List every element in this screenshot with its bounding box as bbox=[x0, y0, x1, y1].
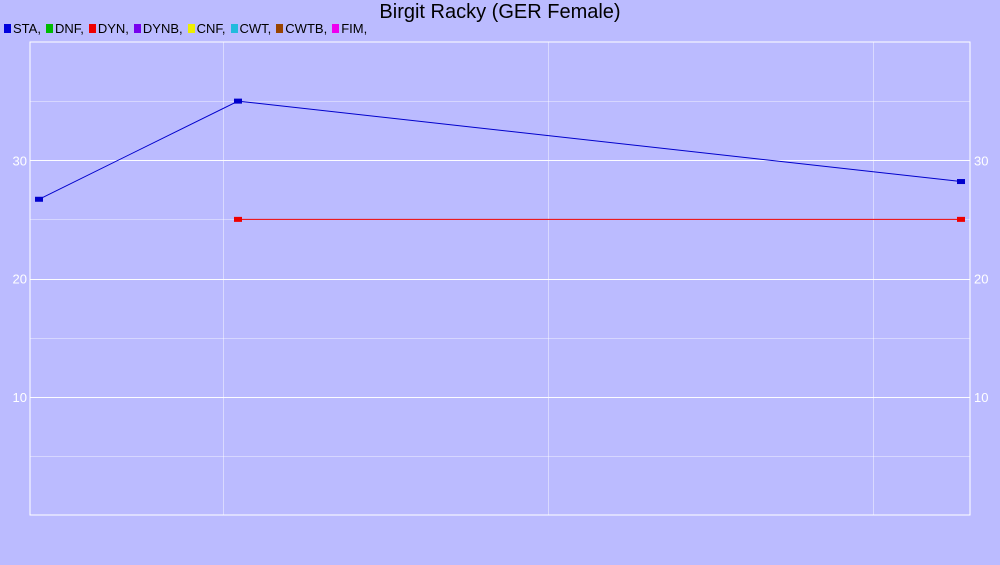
legend-swatch bbox=[332, 23, 340, 33]
plot-frame bbox=[29, 41, 971, 516]
y-tick-label-right: 20 bbox=[974, 272, 988, 287]
series-point bbox=[957, 179, 965, 185]
legend-item-0: STA, bbox=[4, 21, 41, 36]
legend-swatch bbox=[187, 23, 195, 33]
legend-swatch bbox=[4, 23, 11, 33]
legend-label: CWTB, bbox=[285, 20, 328, 36]
series-point bbox=[35, 196, 43, 202]
y-tick-label-right: 10 bbox=[974, 390, 988, 405]
legend-label: FIM, bbox=[341, 20, 368, 36]
legend-item-7: FIM, bbox=[332, 21, 367, 36]
series-line-0 bbox=[38, 100, 962, 200]
legend-swatch bbox=[133, 23, 141, 33]
legend: STA, DNF, DYN, DYNB, CNF, CWT, CWTB, FIM, bbox=[4, 20, 372, 36]
legend-label: DNF, bbox=[54, 20, 84, 36]
legend-label: DYNB, bbox=[142, 20, 183, 36]
legend-label: DYN, bbox=[97, 20, 129, 36]
legend-swatch bbox=[88, 23, 96, 33]
legend-item-1: DNF, bbox=[45, 20, 84, 36]
legend-swatch bbox=[45, 23, 53, 33]
legend-item-5: CWT, bbox=[230, 20, 272, 36]
legend-swatch bbox=[276, 23, 284, 33]
series bbox=[35, 98, 965, 222]
y-tick-label-right: 30 bbox=[974, 153, 988, 168]
chart-title: Birgit Racky (GER Female) bbox=[379, 1, 621, 23]
legend-swatch bbox=[230, 23, 238, 33]
series-point bbox=[234, 98, 242, 104]
legend-label: CWT, bbox=[239, 20, 272, 36]
series-point bbox=[234, 216, 242, 222]
grid bbox=[29, 41, 971, 516]
y-tick-label-left: 20 bbox=[13, 272, 27, 287]
series-point bbox=[957, 216, 965, 222]
y-tick-label-left: 30 bbox=[13, 153, 27, 168]
y-axis-ticks: 10 10 20 20 30 30 bbox=[13, 153, 989, 405]
legend-label: STA, bbox=[13, 20, 41, 36]
y-tick-label-left: 10 bbox=[13, 390, 27, 405]
legend-item-3: DYNB, bbox=[133, 20, 183, 36]
legend-item-6: CWTB, bbox=[276, 21, 327, 36]
legend-item-4: CNF, bbox=[187, 20, 226, 36]
legend-item-2: DYN, bbox=[88, 20, 129, 36]
legend-label: CNF, bbox=[196, 20, 226, 36]
